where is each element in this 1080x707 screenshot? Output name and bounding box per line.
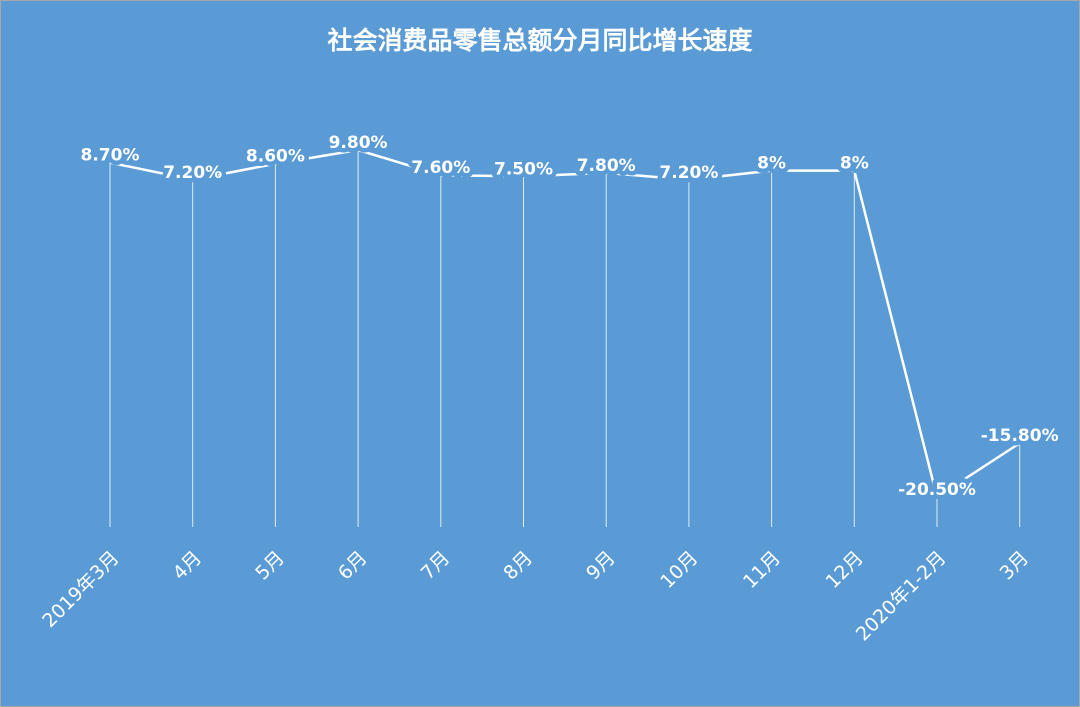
chart-title: 社会消费品零售总额分月同比增长速度 (327, 26, 752, 55)
data-label: 8.60% (246, 147, 305, 167)
data-label: -20.50% (898, 480, 976, 500)
data-label: 7.20% (163, 163, 222, 183)
data-label: 8.70% (81, 146, 140, 166)
data-label: 7.50% (494, 159, 553, 179)
line (109, 148, 1021, 500)
data-label: -15.80% (981, 426, 1059, 446)
data-label: 8% (757, 154, 786, 174)
data-label: 7.80% (577, 156, 636, 176)
data-label: 7.60% (411, 158, 470, 178)
data-label: 9.80% (329, 133, 388, 153)
data-label: 8% (840, 154, 869, 174)
data-label: 7.20% (659, 163, 718, 183)
